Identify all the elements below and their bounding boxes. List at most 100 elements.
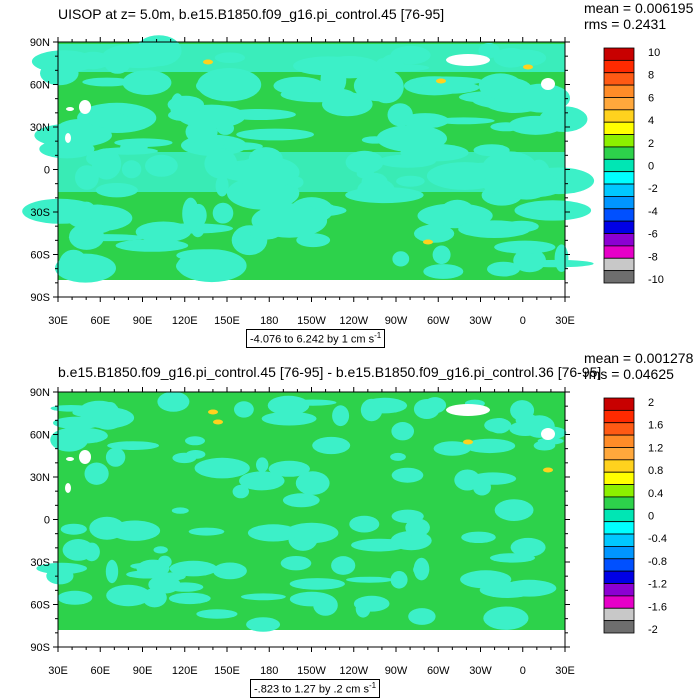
bottom-rms: rms = 0.04625	[584, 366, 674, 382]
field-patch	[105, 447, 126, 467]
field-patch	[212, 562, 247, 580]
top-chart: 90N 60N 30N 0 30S 60S 90S 30E 60E 90E 120E 150E 180 1…	[22, 35, 664, 327]
x-tick-label: 90W	[385, 315, 408, 327]
colorbar-box	[603, 496, 635, 510]
bottom-chart: 90N 60N 30N 0 30S 60S 90S 30E 60E 90E 120E 150E 180 1…	[30, 387, 667, 677]
colorbar-label: 6	[648, 92, 654, 104]
antarctica-land	[58, 630, 565, 647]
colorbar-label: 0	[648, 161, 654, 173]
colorbar-label: 0.4	[648, 488, 663, 500]
colorbar-box	[603, 533, 635, 547]
warm-spot	[523, 64, 533, 70]
island-land	[541, 428, 555, 440]
field-patch	[490, 122, 522, 132]
warm-spot	[203, 59, 213, 65]
field-patch	[423, 264, 464, 279]
colorbar-box	[603, 158, 635, 173]
top-mean: mean = 0.006195	[584, 0, 694, 16]
y-tick-label: 30S	[30, 557, 50, 569]
colorbar-label: -4	[648, 206, 658, 218]
colorbar-box	[603, 134, 635, 148]
field-patch	[222, 142, 263, 151]
field-patch	[84, 462, 109, 485]
top-panel: UISOP at z= 5.0m, b.e15.B1850.f09_g16.pi…	[22, 0, 694, 348]
field-patch	[107, 441, 159, 450]
y-tick-label: 90N	[30, 387, 50, 399]
x-tick-label: 180	[260, 315, 278, 327]
x-tick-label: 150E	[214, 315, 240, 327]
island-land	[66, 457, 74, 461]
field-patch	[282, 493, 320, 508]
colorbar-label: -1.2	[648, 579, 667, 591]
field-patch	[408, 608, 436, 625]
colorbar-box	[603, 422, 635, 436]
field-patch	[439, 199, 475, 226]
field-patch	[167, 95, 204, 114]
field-patch	[296, 233, 331, 248]
y-tick-label: 60S	[30, 600, 50, 612]
field-patch	[105, 559, 119, 584]
field-patch	[236, 128, 314, 141]
colorbar-box	[603, 409, 635, 424]
bottom-panel: b.e15.B1850.f09_g16.pi_control.45 [76-95…	[0, 350, 700, 700]
field-patch	[114, 138, 173, 147]
field-patch	[190, 203, 207, 227]
colorbar-box	[603, 484, 635, 498]
island-land	[65, 483, 71, 493]
field-patch	[432, 117, 495, 125]
field-patch	[458, 220, 531, 238]
colorbar-label: 10	[648, 47, 660, 59]
field-patch	[234, 401, 254, 418]
colorbar-label: -0.4	[648, 533, 667, 545]
y-tick-label: 90S	[30, 292, 50, 304]
colorbar-box	[603, 208, 635, 222]
field-patch	[153, 546, 168, 554]
field-patch	[280, 556, 312, 571]
field-patch	[494, 240, 556, 254]
island-land	[65, 133, 71, 143]
field-patch	[421, 81, 480, 94]
field-patch	[261, 411, 317, 426]
field-patch	[59, 249, 88, 279]
colorbar-label: -10	[648, 274, 664, 286]
colorbar-label: 0	[648, 511, 654, 523]
field-patch	[390, 571, 408, 589]
field-patch	[478, 73, 523, 99]
colorbar-label: 1.2	[648, 442, 663, 454]
field-patch	[391, 422, 415, 441]
field-patch	[171, 507, 189, 514]
field-patch	[413, 557, 430, 581]
field-patch	[240, 593, 286, 601]
field-patch	[360, 398, 383, 422]
field-patch	[86, 111, 130, 128]
island-land	[79, 450, 91, 464]
field-patch	[246, 617, 281, 632]
field-patch	[513, 83, 571, 113]
colorbar-label: -0.8	[648, 556, 667, 568]
field-patch	[124, 520, 148, 539]
field-patch	[197, 68, 262, 102]
field-patch	[259, 203, 313, 214]
colorbar-box	[603, 146, 635, 160]
colorbar-box	[603, 233, 635, 247]
field-patch	[22, 198, 98, 224]
field-patch	[188, 527, 225, 536]
colorbar-box	[603, 595, 635, 609]
field-patch	[387, 103, 413, 127]
field-patch	[74, 124, 93, 157]
island-land	[79, 100, 91, 114]
field-patch	[176, 249, 232, 262]
field-patch	[295, 471, 330, 495]
field-patch	[346, 576, 393, 583]
x-tick-label: 30E	[48, 315, 68, 327]
colorbar-box	[603, 508, 635, 523]
colorbar-box	[603, 620, 635, 634]
x-tick-label: 60E	[90, 665, 110, 677]
tropical-band	[58, 152, 565, 192]
x-tick-label: 120E	[172, 665, 198, 677]
colorbar-label: -2	[648, 624, 658, 636]
field-patch	[82, 77, 132, 87]
top-rms: rms = 0.2431	[584, 16, 667, 32]
field-patch	[53, 416, 102, 430]
field-patch	[483, 606, 529, 630]
